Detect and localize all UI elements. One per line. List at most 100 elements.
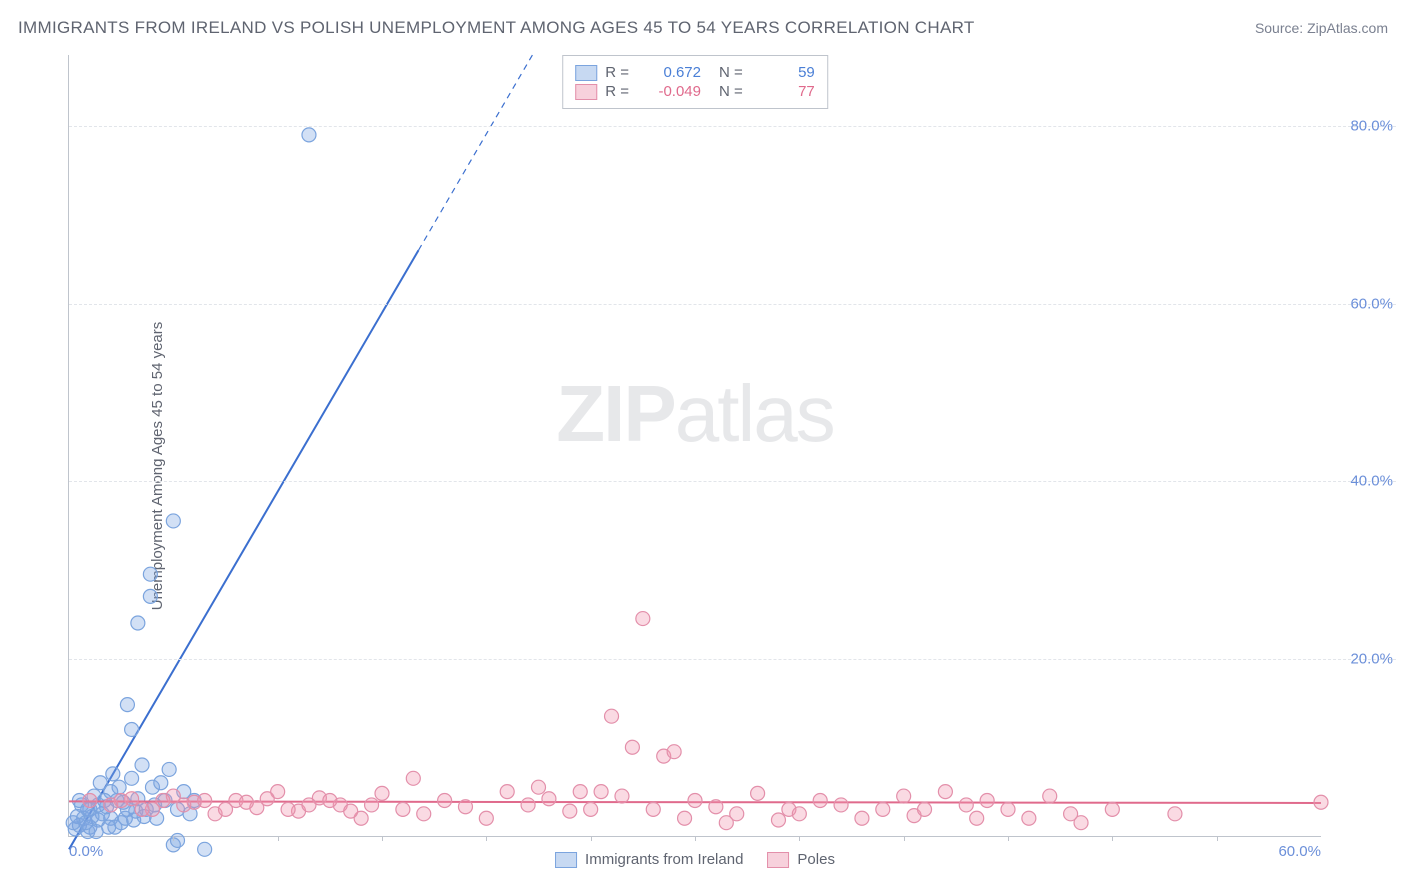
data-point bbox=[646, 802, 660, 816]
data-point bbox=[106, 767, 120, 781]
trend-line bbox=[69, 250, 419, 849]
x-tick-mark bbox=[904, 836, 905, 841]
chart-area: Unemployment Among Ages 45 to 54 years Z… bbox=[48, 55, 1396, 877]
correlation-legend: R = 0.672 N = 59 R = -0.049 N = 77 bbox=[562, 55, 828, 109]
data-point bbox=[143, 567, 157, 581]
ireland-swatch bbox=[575, 65, 597, 81]
data-point bbox=[938, 785, 952, 799]
data-point bbox=[918, 802, 932, 816]
data-point bbox=[563, 804, 577, 818]
data-point bbox=[813, 794, 827, 808]
x-tick-mark bbox=[382, 836, 383, 841]
data-point bbox=[198, 794, 212, 808]
source-attribution: Source: ZipAtlas.com bbox=[1255, 20, 1388, 36]
data-point bbox=[375, 786, 389, 800]
poles-swatch bbox=[575, 84, 597, 100]
data-point bbox=[83, 794, 97, 808]
x-tick-mark bbox=[278, 836, 279, 841]
data-point bbox=[125, 723, 139, 737]
data-point bbox=[771, 813, 785, 827]
data-point bbox=[730, 807, 744, 821]
legend-row-ireland: R = 0.672 N = 59 bbox=[575, 64, 815, 81]
x-tick-mark bbox=[1112, 836, 1113, 841]
data-point bbox=[1022, 811, 1036, 825]
y-tick-label: 40.0% bbox=[1350, 473, 1393, 490]
data-point bbox=[302, 798, 316, 812]
data-point bbox=[177, 798, 191, 812]
data-point bbox=[1105, 802, 1119, 816]
y-tick-label: 60.0% bbox=[1350, 295, 1393, 312]
data-point bbox=[636, 612, 650, 626]
data-point bbox=[66, 816, 80, 830]
data-point bbox=[897, 789, 911, 803]
data-point bbox=[970, 811, 984, 825]
data-point bbox=[162, 762, 176, 776]
data-point bbox=[542, 792, 556, 806]
data-point bbox=[573, 785, 587, 799]
x-tick-mark bbox=[591, 836, 592, 841]
gridline bbox=[69, 126, 1396, 127]
data-point bbox=[396, 802, 410, 816]
data-point bbox=[980, 794, 994, 808]
y-tick-label: 80.0% bbox=[1350, 118, 1393, 135]
x-tick-label: 60.0% bbox=[1278, 843, 1321, 860]
data-point bbox=[219, 802, 233, 816]
chart-title: IMMIGRANTS FROM IRELAND VS POLISH UNEMPL… bbox=[18, 18, 975, 38]
data-point bbox=[125, 771, 139, 785]
data-point bbox=[135, 802, 149, 816]
legend-row-poles: R = -0.049 N = 77 bbox=[575, 83, 815, 100]
data-point bbox=[239, 795, 253, 809]
ireland-swatch-icon bbox=[555, 852, 577, 868]
legend-item-ireland: Immigrants from Ireland bbox=[555, 851, 743, 868]
data-point bbox=[166, 514, 180, 528]
data-point bbox=[615, 789, 629, 803]
scatter-svg bbox=[69, 55, 1321, 836]
x-tick-mark bbox=[695, 836, 696, 841]
data-point bbox=[678, 811, 692, 825]
data-point bbox=[605, 709, 619, 723]
data-point bbox=[417, 807, 431, 821]
data-point bbox=[198, 842, 212, 856]
x-tick-mark bbox=[173, 836, 174, 841]
data-point bbox=[532, 780, 546, 794]
data-point bbox=[260, 792, 274, 806]
data-point bbox=[1314, 795, 1328, 809]
data-point bbox=[834, 798, 848, 812]
data-point bbox=[688, 794, 702, 808]
data-point bbox=[1001, 802, 1015, 816]
gridline bbox=[69, 304, 1396, 305]
data-point bbox=[1168, 807, 1182, 821]
plot-region: ZIPatlas R = 0.672 N = 59 R = -0.049 N =… bbox=[68, 55, 1321, 837]
data-point bbox=[281, 802, 295, 816]
data-point bbox=[1074, 816, 1088, 830]
data-point bbox=[344, 804, 358, 818]
data-point bbox=[438, 794, 452, 808]
legend-item-poles: Poles bbox=[767, 851, 835, 868]
y-tick-label: 20.0% bbox=[1350, 650, 1393, 667]
data-point bbox=[594, 785, 608, 799]
data-point bbox=[1043, 789, 1057, 803]
data-point bbox=[584, 802, 598, 816]
data-point bbox=[709, 800, 723, 814]
data-point bbox=[302, 128, 316, 142]
gridline bbox=[69, 659, 1396, 660]
data-point bbox=[323, 794, 337, 808]
data-point bbox=[876, 802, 890, 816]
data-point bbox=[458, 800, 472, 814]
data-point bbox=[521, 798, 535, 812]
x-tick-mark bbox=[799, 836, 800, 841]
data-point bbox=[479, 811, 493, 825]
trend-line-extrapolated bbox=[419, 55, 533, 250]
x-tick-mark bbox=[1008, 836, 1009, 841]
data-point bbox=[120, 698, 134, 712]
data-point bbox=[365, 798, 379, 812]
data-point bbox=[156, 794, 170, 808]
x-tick-mark bbox=[486, 836, 487, 841]
data-point bbox=[667, 745, 681, 759]
data-point bbox=[143, 589, 157, 603]
data-point bbox=[792, 807, 806, 821]
data-point bbox=[112, 780, 126, 794]
data-point bbox=[154, 776, 168, 790]
data-point bbox=[751, 786, 765, 800]
data-point bbox=[135, 758, 149, 772]
